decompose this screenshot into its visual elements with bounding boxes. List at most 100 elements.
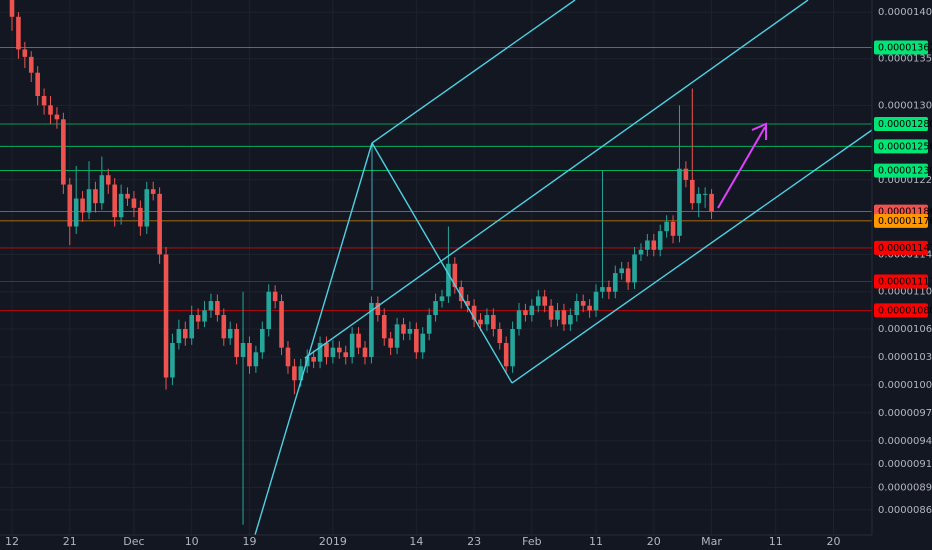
candle-body [555, 310, 560, 320]
candle-body [80, 198, 85, 213]
x-tick-label: 14 [409, 535, 423, 548]
x-tick-label: Feb [522, 535, 541, 548]
candle-body [99, 175, 105, 204]
candle-body [401, 324, 406, 334]
candle-body [131, 198, 137, 208]
pitchfork-upper [371, 0, 576, 144]
candle-body [28, 56, 34, 73]
candle-body [407, 329, 413, 334]
candle-body [568, 315, 573, 325]
candle-body [86, 189, 92, 213]
pitchfork-connector [371, 142, 513, 384]
candle-body [394, 324, 400, 348]
candle-body [670, 221, 676, 236]
candle-body [657, 231, 663, 250]
x-tick-label: Dec [123, 535, 144, 548]
candle-body [61, 119, 66, 185]
candle-body [16, 16, 21, 50]
candle-body [317, 342, 323, 362]
candle-body [561, 310, 567, 325]
x-tick-label: 20 [826, 535, 840, 548]
price-tag [874, 274, 928, 289]
candle-body [702, 193, 708, 195]
candle-body [465, 301, 470, 306]
candle-body [189, 315, 195, 339]
price-tag [874, 139, 928, 154]
candle-body [176, 329, 182, 343]
candle-body [369, 302, 374, 357]
candle-body [349, 333, 355, 357]
candle-body [600, 287, 605, 292]
price-tag [874, 163, 928, 178]
pitchfork-lower [511, 129, 873, 384]
candle-body [677, 168, 682, 236]
candle-body [67, 184, 73, 227]
candle-body [683, 168, 689, 180]
candle-body [574, 301, 580, 316]
candle-body [587, 305, 592, 311]
candle-body [208, 301, 214, 311]
price-tag-label: 0.00001147 [878, 243, 932, 254]
x-tick-label: Mar [701, 535, 722, 548]
pitchfork-handle [254, 142, 373, 536]
candle-body [195, 315, 201, 322]
candle-body [523, 310, 528, 316]
x-tick-label: 10 [185, 535, 199, 548]
price-tag-label: 0.00001111 [878, 276, 932, 287]
price-tag-label: 0.00001080 [878, 305, 932, 316]
candle-body [22, 49, 28, 57]
price-tag-label: 0.00001362 [878, 43, 932, 54]
candle-body [182, 329, 188, 339]
candle-body [125, 193, 130, 199]
candle-body [664, 221, 669, 232]
candle-body [433, 301, 438, 316]
x-tick-label: 20 [647, 535, 661, 548]
candle-body [150, 189, 156, 194]
candle-body [580, 301, 586, 306]
price-tag-label: 0.00001230 [878, 166, 932, 177]
candle-body [651, 240, 657, 250]
candle-body [503, 342, 509, 367]
candle-body [452, 263, 458, 288]
candle-body [234, 329, 239, 357]
price-tag-label: 0.00001280 [878, 119, 932, 130]
candle-body [48, 105, 53, 115]
price-tag-label: 0.00001176 [878, 216, 932, 227]
candle-body [516, 310, 522, 330]
x-tick-label: 19 [242, 535, 256, 548]
candle-body [689, 179, 695, 204]
candle-body [279, 301, 284, 348]
candle-body [381, 315, 387, 339]
candle-body [593, 291, 599, 311]
candle-body [612, 273, 618, 292]
arrow [717, 122, 767, 209]
candle-body [9, 0, 15, 17]
grid [0, 0, 872, 535]
candle-body [292, 366, 297, 381]
candle-body [324, 342, 329, 357]
candle-body [625, 268, 631, 283]
candle-body [157, 193, 162, 255]
price-tag [874, 240, 928, 255]
candle-body [535, 296, 541, 306]
candle-body [118, 193, 124, 218]
candle-body [330, 347, 336, 357]
candle-body [311, 356, 316, 362]
candle-body [266, 291, 272, 330]
candle-body [202, 310, 207, 322]
y-tick-label: 0.00000866 [878, 505, 932, 516]
candle-body [491, 315, 496, 330]
y-tick-label: 0.00000915 [878, 459, 932, 470]
candle-body [484, 315, 490, 325]
candle-body [240, 342, 246, 357]
